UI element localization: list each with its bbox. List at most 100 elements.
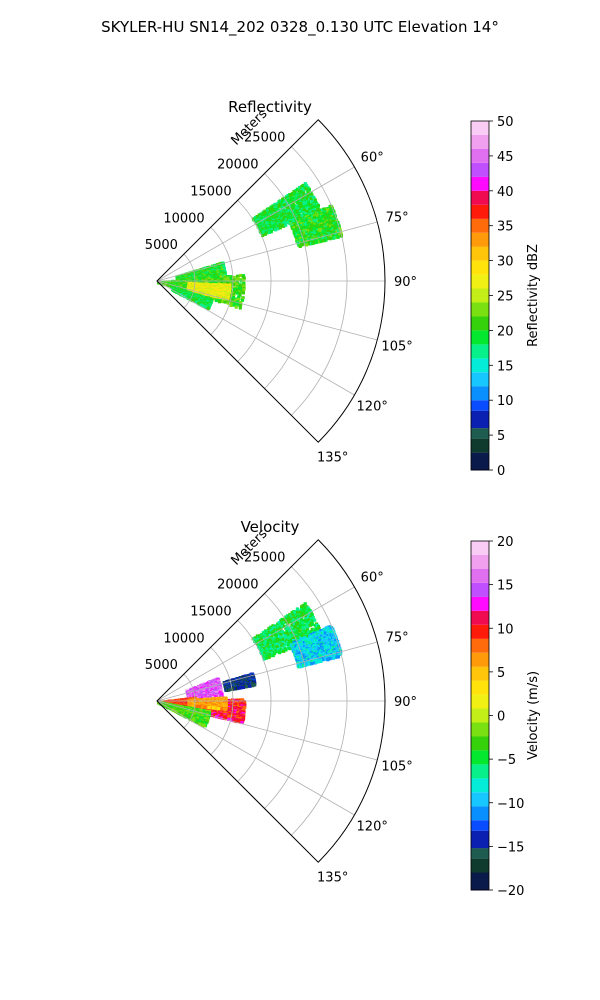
echo-cell (277, 204, 281, 208)
echo-cell (321, 236, 325, 240)
echo-cell (234, 719, 238, 724)
echo-cell (279, 219, 284, 223)
radar-panels: Reflectivity500010000150002000025000Mete… (145, 98, 541, 899)
echo-cell (309, 204, 313, 208)
echo-cell (219, 694, 223, 699)
echo-cell (218, 715, 222, 719)
echo-cell (269, 205, 273, 209)
azimuth-spoke (156, 166, 355, 282)
echo-cell (271, 208, 275, 212)
echo-cell (270, 211, 274, 215)
colorbar-segment (471, 148, 489, 163)
echo-cell (238, 720, 242, 724)
echo-cell (333, 236, 337, 240)
echo-cell (278, 202, 282, 207)
echo-cell (302, 220, 307, 224)
echo-cell (334, 221, 338, 225)
echo-cell (313, 198, 317, 202)
colorbar-segment (471, 176, 489, 191)
echo-cell (282, 224, 286, 228)
echo-cell (312, 241, 316, 245)
echo-cell (324, 238, 328, 242)
echo-cell (304, 243, 309, 247)
echo-cell (308, 242, 312, 246)
echo-cell (266, 212, 270, 217)
echo-cell (322, 227, 326, 232)
echo-cell (241, 291, 245, 295)
panel-title: Velocity (241, 518, 300, 536)
echo-cell (182, 283, 186, 288)
colorbar-segment (471, 135, 489, 149)
echo-cell (290, 226, 295, 230)
echo-cell (260, 233, 265, 238)
echo-cell (271, 204, 275, 208)
echo-cell (318, 237, 322, 241)
echo-cell (217, 297, 221, 301)
echo-cell (261, 212, 265, 217)
echo-cell (242, 276, 246, 280)
echo-cell (301, 211, 305, 215)
echo-cell (272, 216, 277, 221)
colorbar-segment (471, 302, 489, 317)
colorbar-tick-label: 50 (497, 115, 514, 130)
echo-cell (336, 235, 340, 239)
echo-cell (238, 710, 242, 714)
figure-title: SKYLER-HU SN14_202 0328_0.130 UTC Elevat… (101, 18, 499, 37)
echo-cell (166, 283, 170, 287)
echo-cell (183, 295, 187, 299)
echo-cell (337, 233, 342, 237)
echo-cell (331, 234, 335, 238)
echo-cell (305, 239, 309, 244)
echo-cell (212, 267, 216, 271)
colorbar-tick-label: 15 (497, 359, 514, 374)
echo-cell (267, 230, 272, 234)
echo-cell (240, 298, 244, 302)
colorbar-tick-label: 40 (497, 185, 514, 200)
colorbar-tick-label: 5 (497, 429, 505, 444)
echo-cell (326, 236, 330, 240)
echo-cell (284, 223, 288, 227)
colorbar-tick-label: 30 (497, 255, 514, 270)
echo-cell (243, 703, 247, 708)
echo-field (157, 182, 343, 311)
echo-cell (298, 185, 302, 190)
echo-cell (333, 225, 337, 229)
echo-cell (280, 224, 284, 228)
panel-velocity: Velocity500010000150002000025000Meters60… (145, 518, 541, 899)
echo-cell (241, 280, 246, 284)
colorbar-segment (471, 410, 489, 429)
echo-cell (227, 276, 231, 280)
echo-cell (316, 205, 320, 209)
echo-cell (233, 711, 237, 715)
echo-cell (243, 705, 247, 709)
echo-cell (219, 689, 223, 693)
echo-cell (232, 287, 237, 291)
echo-cell (307, 192, 311, 196)
echo-cell (294, 229, 298, 233)
radial-tick-label: 25000 (244, 131, 285, 146)
echo-cell (236, 297, 240, 302)
echo-cell (218, 300, 222, 304)
colorbar-segment (471, 218, 489, 233)
echo-cell (238, 293, 242, 297)
echo-cell (305, 206, 309, 210)
echo-cell (263, 232, 267, 236)
sector-frame (156, 119, 386, 443)
colorbar-tick-label: 45 (497, 150, 514, 165)
echo-cell (295, 194, 299, 198)
echo-cell (215, 710, 219, 714)
echo-cell (280, 201, 284, 205)
echo-cell (216, 275, 220, 279)
echo-cell (274, 219, 279, 223)
echo-cell (229, 291, 233, 295)
echo-cell (300, 203, 304, 207)
colorbar-segment (471, 330, 489, 345)
echo-cell (292, 199, 296, 203)
echo-cell (240, 707, 244, 711)
echo-cell (226, 297, 230, 301)
echo-cell (312, 227, 316, 231)
azimuth-spoke (156, 280, 378, 341)
azimuth-spoke (156, 280, 355, 396)
echo-cell (240, 720, 244, 725)
